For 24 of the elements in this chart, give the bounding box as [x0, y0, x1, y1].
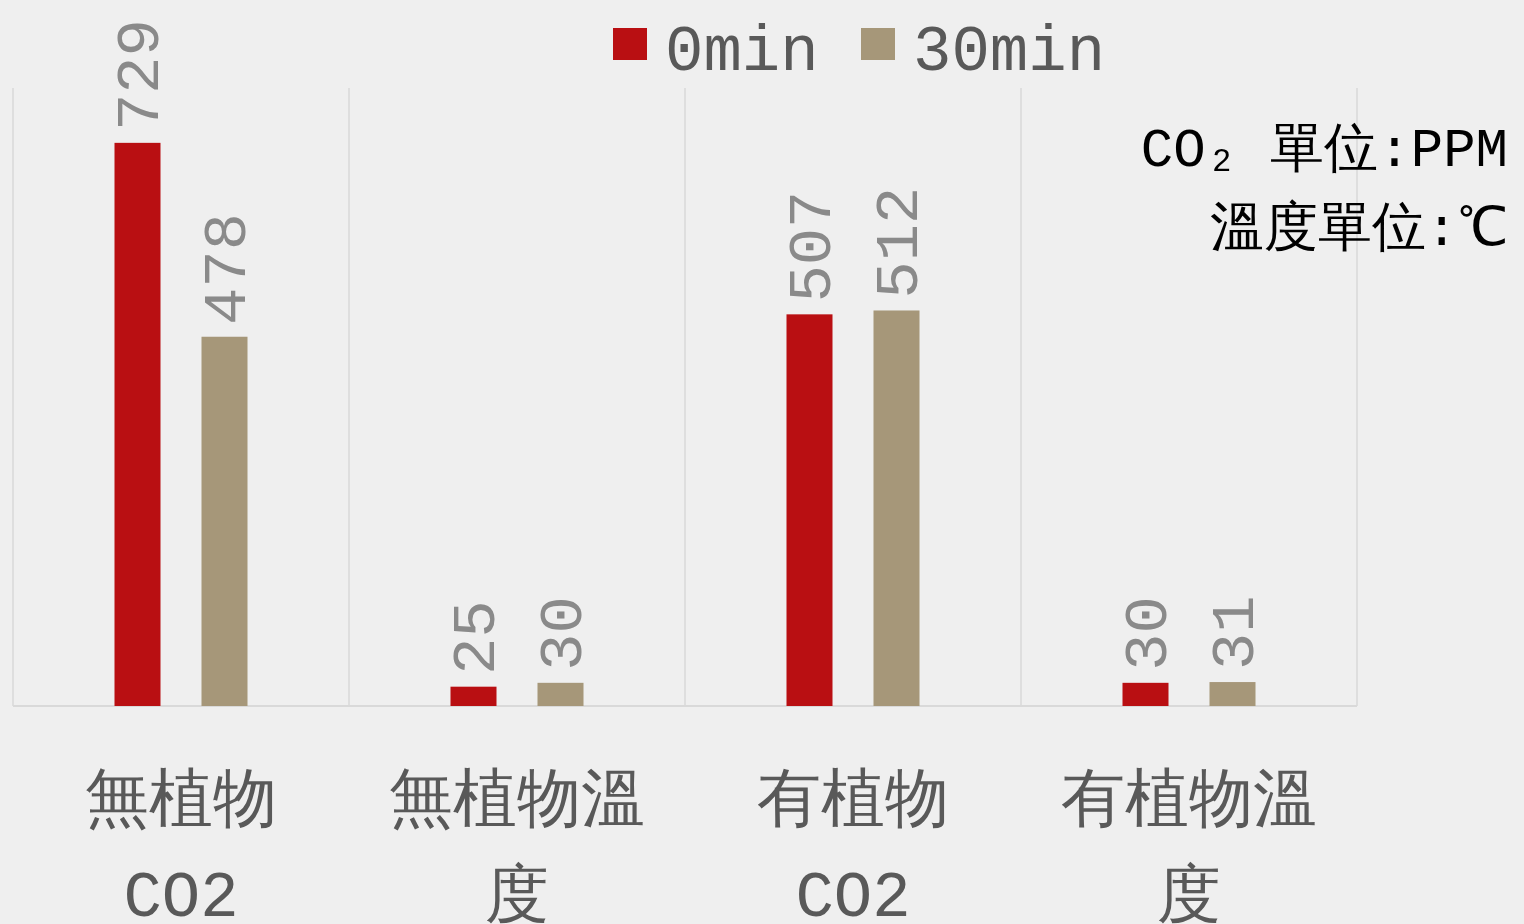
bar [1122, 682, 1169, 706]
x-tick-label: 無植物CO2 [85, 767, 277, 924]
bar [873, 310, 920, 706]
data-label: 478 [192, 213, 264, 325]
x-tick-label: 有植物CO2 [757, 767, 949, 924]
bar [114, 142, 161, 706]
bar [786, 314, 833, 706]
data-label: 31 [1200, 595, 1272, 671]
annotation: 溫度單位:℃ [1209, 199, 1508, 261]
legend-label: 30min [913, 17, 1106, 89]
bar [201, 336, 248, 706]
x-tick-label: 無植物溫度 [389, 767, 645, 924]
data-label: 507 [777, 190, 849, 303]
annotation: CO₂ 單位:PPM [1140, 121, 1508, 182]
data-label: 729 [105, 19, 177, 131]
x-tick-label: 有植物溫度 [1061, 767, 1317, 924]
data-label: 512 [864, 186, 936, 299]
data-label: 25 [441, 600, 513, 675]
bar [1209, 682, 1256, 706]
bar [450, 686, 497, 706]
data-label: 30 [1113, 596, 1185, 671]
data-label: 30 [528, 596, 600, 671]
legend-label: 0min [665, 17, 819, 89]
bar [537, 682, 584, 706]
